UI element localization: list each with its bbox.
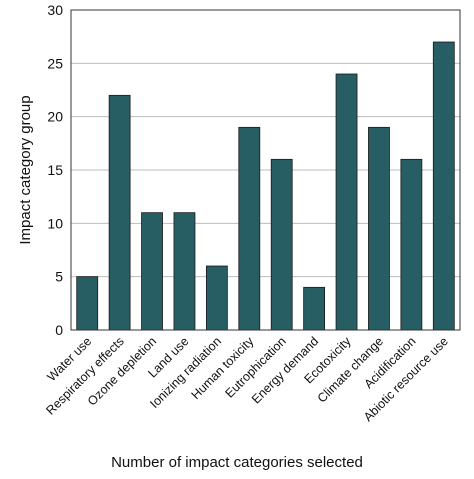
y-axis-ticks: 0 5 10 15 20 25 30 [47,2,63,338]
bar [335,73,358,331]
bar [108,94,131,331]
y-tick-label: 5 [55,269,63,285]
bar [400,158,423,331]
bar [303,286,326,331]
y-tick-label: 15 [47,162,63,178]
bar [270,158,293,331]
y-tick-label: 20 [47,109,63,125]
bars [76,41,455,331]
y-tick-label: 10 [47,215,63,231]
bar [238,126,261,331]
bar [173,212,196,331]
bar [141,212,163,331]
y-axis-title: Impact category group [17,95,34,244]
bar [76,276,99,331]
y-tick-label: 30 [47,2,63,18]
gridlines [71,62,460,278]
bar [432,41,455,331]
x-axis-title: Number of impact categories selected [111,454,363,471]
bar [205,265,228,331]
y-tick-label: 25 [47,55,63,71]
plot-frame [70,9,461,331]
y-tick-label: 0 [55,322,63,338]
bar [368,126,390,331]
